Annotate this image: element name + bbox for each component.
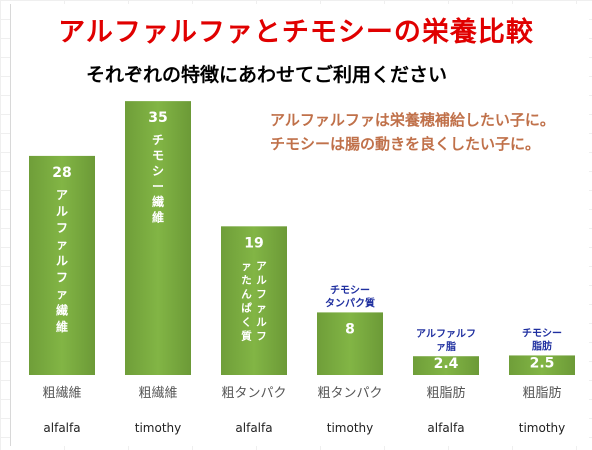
bar-label: アルファルファ繊維 <box>56 188 68 334</box>
bar <box>509 355 575 375</box>
bar <box>221 226 287 375</box>
category-label: 粗脂肪 <box>426 385 465 401</box>
bar-label: チモシー繊維 <box>152 133 164 225</box>
source-label: timothy <box>519 421 565 435</box>
note-line-alfalfa: アルファルファは栄養穂補給したい子に。 <box>270 111 555 129</box>
category-label: 粗脂肪 <box>522 385 561 401</box>
note-line-timothy: チモシーは腸の動きを良くしたい子に。 <box>270 135 541 153</box>
bar <box>413 356 479 375</box>
category-label: 粗繊維 <box>138 385 177 401</box>
bar-label: ァたんぱく質 <box>241 260 252 342</box>
source-label: timothy <box>327 421 373 435</box>
bar-label: アルファルファ脂 <box>416 328 476 353</box>
category-label: 粗繊維 <box>42 385 81 401</box>
category-label: 粗タンパク <box>221 386 286 401</box>
bar-label: チモシータンパク質 <box>325 284 375 309</box>
category-label: 粗タンパク <box>317 386 382 401</box>
data-label: 2.5 <box>530 355 555 371</box>
bar <box>317 312 383 375</box>
chart-title: アルファルファとチモシーの栄養比較 <box>58 17 534 48</box>
data-label: 2.4 <box>434 356 459 372</box>
data-label: 19 <box>244 235 263 251</box>
source-label: alfalfa <box>427 421 464 435</box>
source-label: alfalfa <box>235 421 272 435</box>
data-label: 8 <box>345 321 355 337</box>
chart-subtitle: それぞれの特徴にあわせてご利用ください <box>86 64 448 86</box>
data-label: 28 <box>52 165 71 181</box>
bar <box>29 155 95 375</box>
bar-label: アルファルフ <box>256 260 267 342</box>
chart-area <box>10 4 589 446</box>
bar-label: チモシー脂肪 <box>522 327 562 352</box>
source-label: timothy <box>135 421 181 435</box>
annotation-note: アルファルファは栄養穂補給したい子に。 チモシーは腸の動きを良くしたい子に。 <box>270 108 580 156</box>
data-label: 35 <box>148 110 167 126</box>
source-label: alfalfa <box>43 421 80 435</box>
bar <box>125 101 191 375</box>
